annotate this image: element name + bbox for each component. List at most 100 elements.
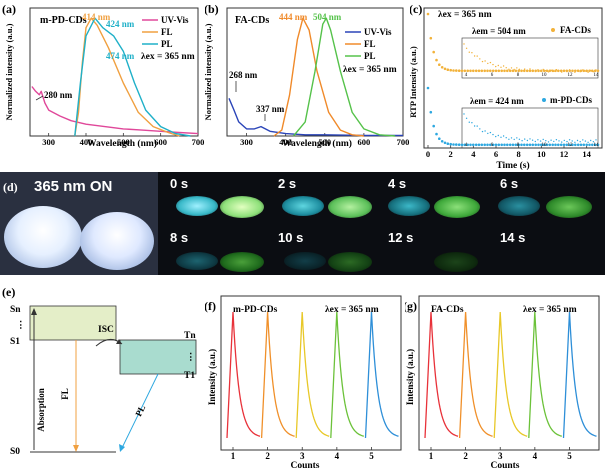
inset-point	[539, 140, 542, 142]
decay-point	[469, 69, 472, 73]
inset-point	[479, 58, 481, 60]
decay-point	[525, 143, 529, 147]
legend-uvvis: UV-Vis	[364, 27, 392, 37]
decay-point	[483, 69, 486, 73]
decay-point	[551, 143, 554, 147]
decay-point	[455, 69, 458, 72]
decay-point	[432, 50, 435, 54]
inset-point	[526, 139, 529, 142]
decay-point	[559, 143, 563, 147]
xtick-label: 1	[231, 451, 236, 461]
inset-point	[495, 65, 497, 68]
decay-point	[452, 143, 455, 146]
cycle-5-line	[364, 311, 399, 439]
inset-point	[479, 128, 481, 130]
xtick-label: 600	[358, 137, 371, 147]
inset-tick-label: 8	[517, 73, 520, 78]
disc-mpd	[176, 252, 218, 270]
label-sn: Sn	[10, 305, 21, 315]
decay-point	[432, 124, 435, 128]
inset-point	[463, 113, 465, 115]
decay-point	[486, 69, 489, 73]
inset-point	[571, 140, 573, 142]
time-label: 10 s	[278, 230, 304, 245]
panel-f-ylabel: Intensity (a.u.)	[207, 349, 217, 405]
panel-b-xlabel: Wavelength (nm)	[282, 138, 352, 149]
xtick-label: 5	[369, 451, 374, 461]
inset-point	[510, 137, 513, 139]
inset-point	[465, 47, 468, 49]
panel-a-sample: m-PD-CDs	[40, 15, 87, 26]
inset-point	[468, 121, 470, 123]
inset-point	[576, 69, 579, 72]
pl-arrowhead	[119, 444, 125, 452]
label-s1: S1	[10, 337, 20, 347]
decay-point	[494, 143, 498, 147]
inset-tick-label: 4	[465, 73, 468, 78]
disc-fa	[434, 252, 478, 272]
inset-point	[542, 138, 544, 141]
inset-point	[558, 70, 560, 72]
cycle-4-line	[528, 311, 563, 439]
decay-point	[596, 69, 600, 73]
inset-tick-label: 14	[594, 73, 600, 78]
inset-point	[563, 69, 565, 72]
cycle-3-line	[493, 311, 528, 439]
decay-point	[491, 143, 495, 147]
xtick-label: 4	[335, 451, 340, 461]
panel-a: 300 400 500 600 700 (a) m-PD-CDs Wavelength …	[2, 2, 204, 149]
cycle-5-line	[562, 311, 597, 439]
decay-point	[568, 143, 571, 147]
inset-point	[534, 140, 536, 143]
decay-point	[426, 12, 430, 16]
inset-point	[492, 133, 494, 136]
decay-point	[489, 143, 492, 147]
xtick-label: 1	[429, 451, 434, 461]
decay-point	[474, 143, 478, 147]
inset-point	[571, 70, 573, 72]
inset-point	[484, 60, 486, 62]
decay-point	[511, 69, 515, 73]
inset-point	[590, 69, 592, 72]
decay-point	[517, 69, 520, 73]
xtick-label: 2	[449, 149, 453, 159]
cycle-3-line	[295, 311, 330, 439]
panel-f-sample: m-PD-CDs	[233, 305, 278, 315]
time-label: 8 s	[170, 230, 189, 245]
xtick-label: 500	[117, 137, 130, 147]
inset-point	[476, 125, 478, 127]
legend-fl: FL	[364, 39, 376, 49]
decay-point	[531, 143, 535, 147]
decay-point	[503, 69, 506, 73]
decay-point	[477, 143, 481, 147]
decay-point	[593, 143, 597, 147]
inset-point	[555, 139, 558, 141]
decay-point	[455, 143, 458, 146]
decay-point	[443, 67, 447, 71]
inset-point	[489, 131, 492, 134]
decay-point	[449, 68, 452, 72]
series-fl-line	[273, 17, 364, 137]
series-uv-vis-line	[31, 86, 199, 135]
legend-fa: FA-CDs	[560, 25, 591, 35]
inset-point	[534, 70, 536, 73]
photo-grid: 0 s 2 s 4 s 6 s 8 s 10 s	[158, 172, 605, 275]
legend-fl: FL	[161, 27, 173, 37]
panel-g-frame	[418, 295, 600, 451]
peak-474: 474 nm	[106, 51, 135, 61]
inset-point	[555, 69, 558, 71]
panel-g-xlabel: Counts	[490, 461, 519, 471]
inset-point	[529, 138, 531, 140]
fl-arrowhead	[73, 445, 79, 452]
decay-point	[429, 110, 433, 114]
inset-point	[582, 139, 584, 141]
xtick-label: 400	[279, 137, 292, 147]
time-label: 0 s	[170, 176, 189, 191]
inset-tick-label: 4	[465, 143, 468, 148]
panel-f-frame	[220, 295, 402, 451]
decay-point	[477, 69, 481, 73]
frame-10s: 10 s	[270, 224, 382, 275]
inset-point	[502, 135, 505, 137]
frame-6s: 6 s	[494, 172, 605, 224]
inset-upper	[461, 37, 599, 79]
